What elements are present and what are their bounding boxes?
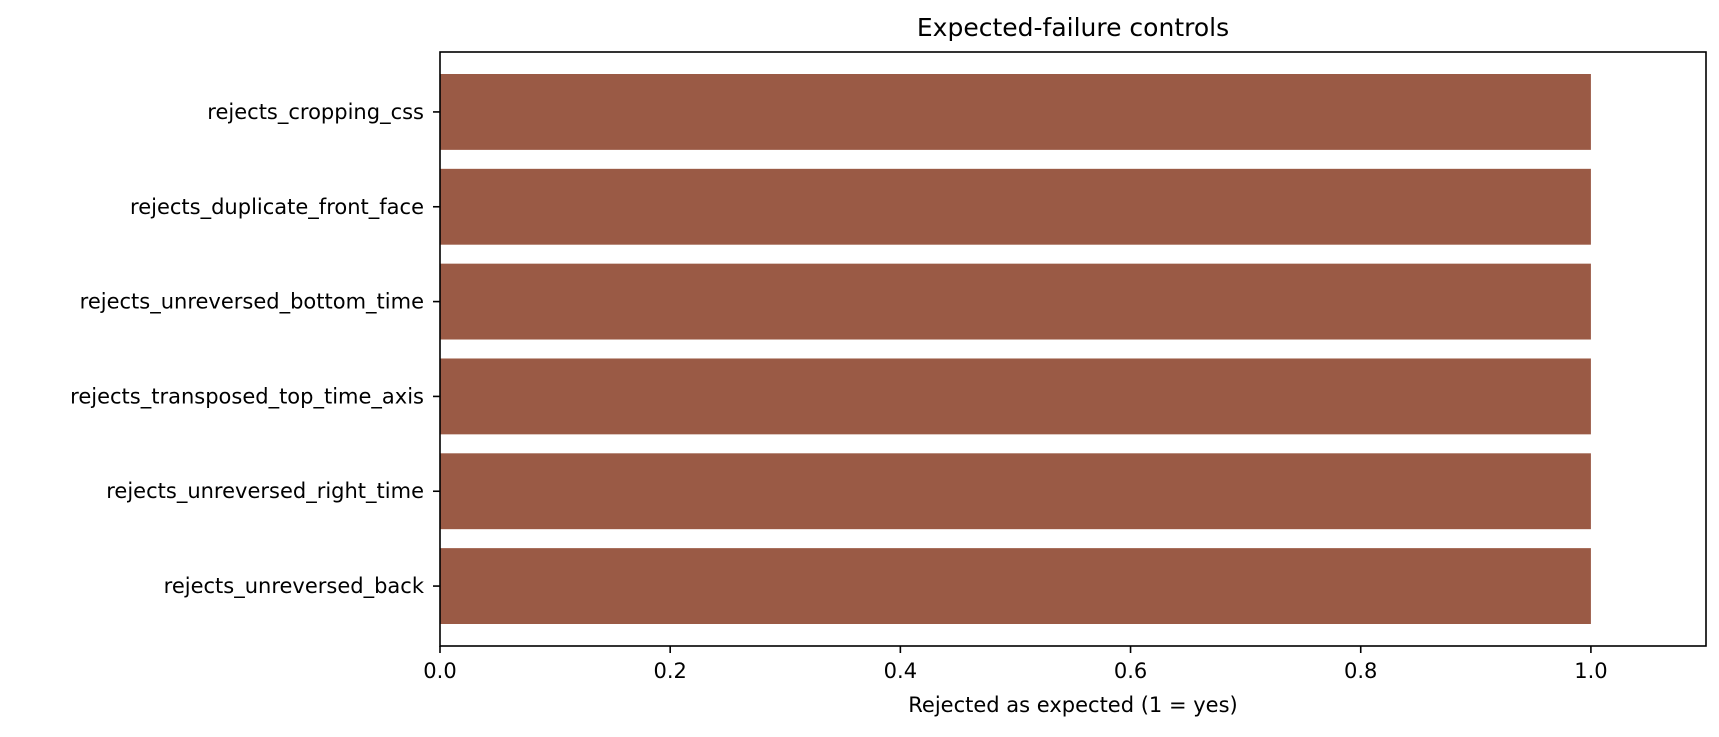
bar-rejects_duplicate_front_face <box>440 168 1591 245</box>
bar-rejects_unreversed_right_time <box>440 453 1591 530</box>
x-tick-label: 0.2 <box>653 659 686 683</box>
bar-rejects_unreversed_bottom_time <box>440 263 1591 340</box>
bar-rejects_unreversed_back <box>440 548 1591 624</box>
y-tick-label: rejects_transposed_top_time_axis <box>70 384 424 409</box>
x-tick-group: 0.0 0.2 0.4 0.6 0.8 1.0 <box>423 646 1608 683</box>
y-tick-label: rejects_cropping_css <box>207 100 424 125</box>
y-tick-label: rejects_unreversed_right_time <box>106 479 424 504</box>
x-tick-label: 0.8 <box>1344 659 1377 683</box>
bars-group <box>440 74 1591 624</box>
y-tick-label: rejects_duplicate_front_face <box>130 195 424 220</box>
bar-rejects_transposed_top_time_axis <box>440 358 1591 435</box>
y-tick-label: rejects_unreversed_back <box>164 574 425 599</box>
x-tick-label: 1.0 <box>1574 659 1607 683</box>
y-tick-group: rejects_cropping_css rejects_duplicate_fr… <box>70 100 440 599</box>
x-axis-label: Rejected as expected (1 = yes) <box>908 693 1237 717</box>
x-tick-label: 0.6 <box>1114 659 1147 683</box>
x-tick-label: 0.4 <box>884 659 917 683</box>
y-tick-label: rejects_unreversed_bottom_time <box>80 290 424 315</box>
bar-rejects_cropping_css <box>440 74 1591 150</box>
x-tick-label: 0.0 <box>423 659 456 683</box>
plot-frame <box>439 51 1707 647</box>
chart-title: Expected-failure controls <box>917 13 1229 42</box>
